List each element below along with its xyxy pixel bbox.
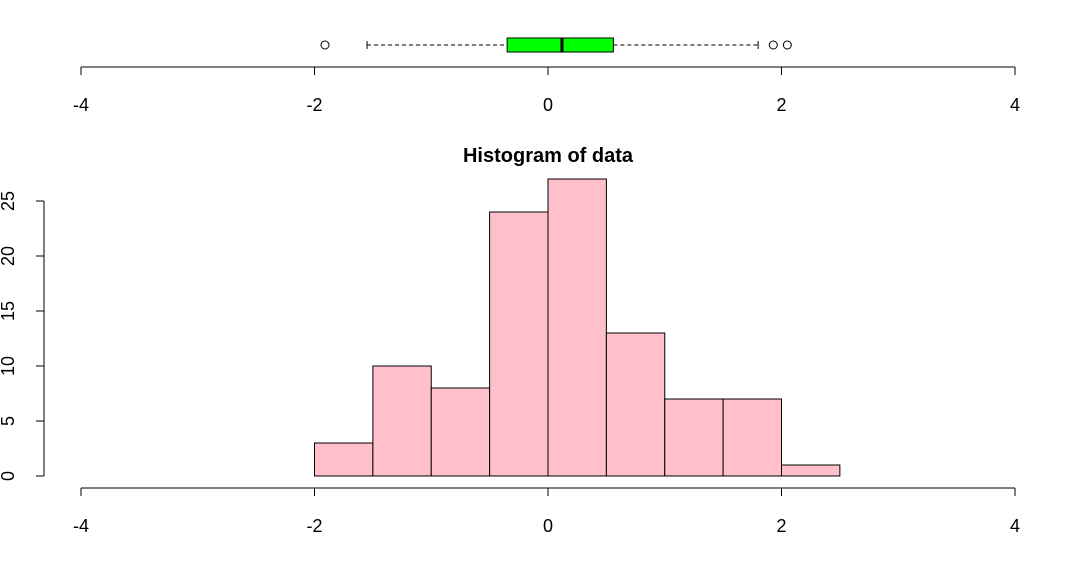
boxplot-panel: -4 -2 0 2 4 <box>73 37 1020 115</box>
histogram-x-tick-label-2: 0 <box>543 516 553 536</box>
histogram-bar-8 <box>781 464 841 477</box>
histogram-y-tick-label-1: 5 <box>0 416 18 426</box>
histogram-bar-5 <box>605 332 666 477</box>
box-iqr <box>506 37 614 53</box>
histogram-title: Histogram of data <box>463 145 634 167</box>
outlier-point-0 <box>320 40 330 50</box>
boxplot-x-tick-label-1: -2 <box>306 95 322 115</box>
histogram-bar-6 <box>664 398 724 477</box>
histogram-y-tick-label-5: 25 <box>0 191 18 211</box>
histogram-bar-3 <box>489 211 549 477</box>
histogram-bar-1 <box>372 365 432 477</box>
histogram-bar-2 <box>430 387 491 477</box>
histogram-y-tick-label-0: 0 <box>0 471 18 481</box>
outlier-point-1 <box>768 40 778 50</box>
outlier-point-2 <box>782 40 792 50</box>
histogram-x-tick-label-0: -4 <box>73 516 89 536</box>
histogram-bar-4 <box>547 178 607 477</box>
histogram-y-tick-label-4: 20 <box>0 246 18 266</box>
boxplot-x-tick-label-4: 4 <box>1010 95 1020 115</box>
histogram-bar-0 <box>314 442 374 477</box>
boxplot-x-tick-label-0: -4 <box>73 95 89 115</box>
histogram-x-tick-label-1: -2 <box>306 516 322 536</box>
histogram-y-tick-label-2: 10 <box>0 356 18 376</box>
boxplot-x-tick-label-3: 2 <box>776 95 786 115</box>
histogram-y-tick-label-3: 15 <box>0 301 18 321</box>
histogram-x-tick-label-3: 2 <box>776 516 786 536</box>
histogram-bar-7 <box>722 398 782 477</box>
boxplot-x-tick-label-2: 0 <box>543 95 553 115</box>
histogram-panel: Histogram of data -4 -2 0 2 4 0 5 10 15 20 25 <box>0 145 1020 536</box>
histogram-x-tick-label-4: 4 <box>1010 516 1020 536</box>
